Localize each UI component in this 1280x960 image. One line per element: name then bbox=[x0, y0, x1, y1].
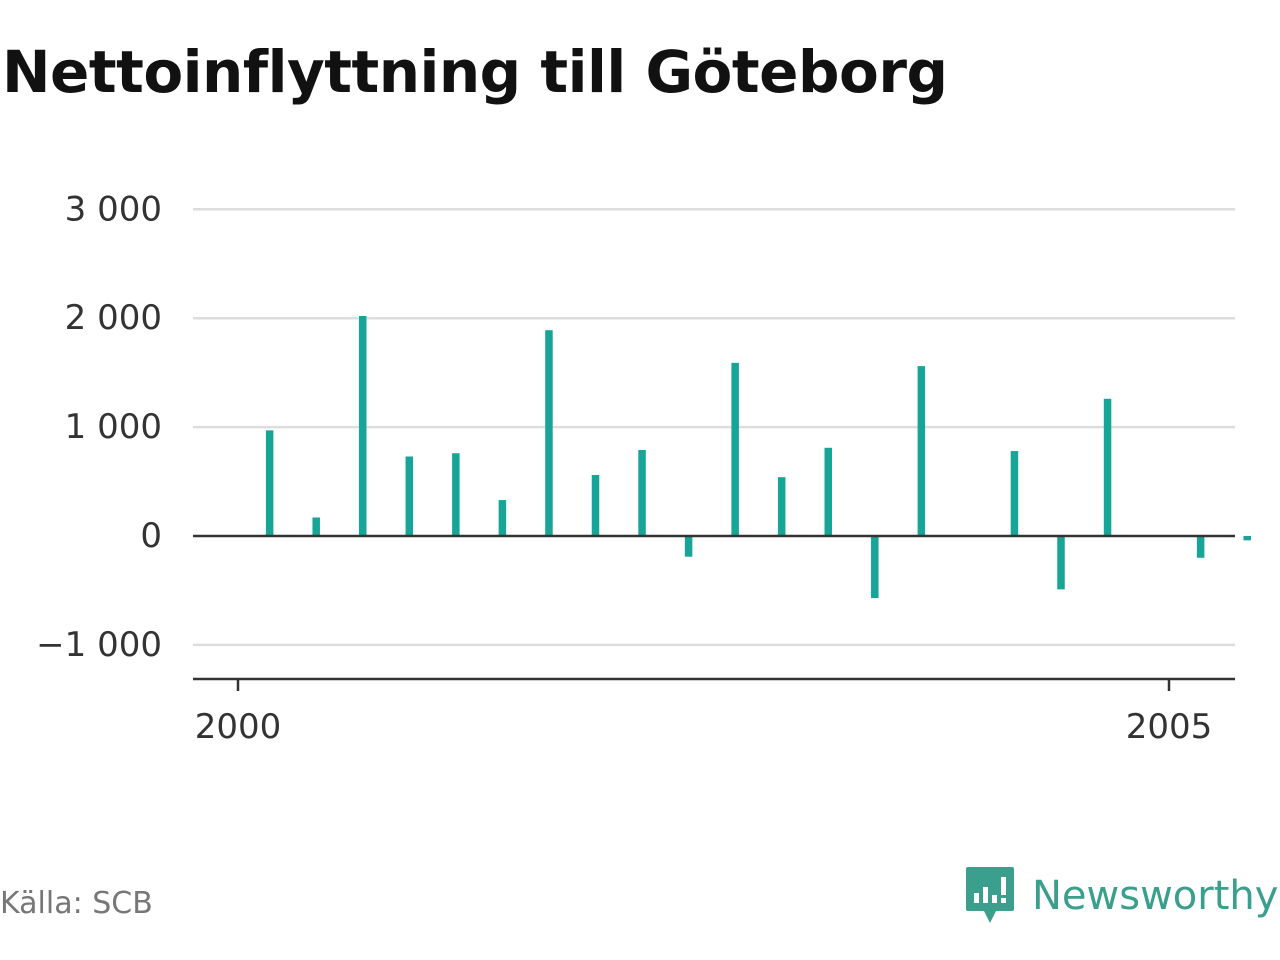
brand-name: Newsworthy bbox=[1032, 873, 1279, 919]
bar bbox=[684, 536, 693, 557]
bar bbox=[359, 316, 367, 536]
newsworthy-logo-icon bbox=[966, 867, 1014, 923]
bar bbox=[1057, 536, 1065, 590]
y-tick-label: 2 000 bbox=[65, 298, 162, 338]
bar bbox=[1010, 451, 1019, 536]
y-tick-label: 0 bbox=[140, 516, 162, 556]
bar bbox=[917, 366, 926, 536]
bar bbox=[824, 447, 832, 536]
bar bbox=[638, 449, 646, 536]
chart-title: Nettoinflyttning till Göteborg bbox=[2, 38, 948, 106]
y-axis-labels: −1 000 0 1 000 2 000 3 000 bbox=[36, 189, 162, 665]
brand-logo: Newsworthy bbox=[964, 864, 1278, 928]
bar bbox=[1196, 536, 1205, 558]
x-tick-label: 2005 bbox=[1126, 707, 1213, 747]
y-tick-label: 3 000 bbox=[65, 189, 162, 229]
y-tick-label: −1 000 bbox=[36, 625, 162, 665]
bar bbox=[498, 500, 507, 536]
y-tick-label: 1 000 bbox=[65, 407, 162, 447]
source-note: Källa: SCB bbox=[0, 886, 153, 921]
bar bbox=[312, 517, 320, 536]
bar bbox=[591, 475, 600, 536]
bar bbox=[452, 453, 460, 536]
bars bbox=[265, 316, 1251, 599]
bar bbox=[731, 362, 739, 536]
bar bbox=[871, 536, 879, 599]
axes bbox=[193, 534, 1235, 681]
bar bbox=[405, 456, 414, 536]
bar bbox=[1243, 536, 1251, 541]
bar bbox=[1103, 398, 1112, 536]
bar bbox=[777, 477, 786, 536]
gridlines bbox=[193, 208, 1235, 647]
x-tick-label: 2000 bbox=[195, 707, 282, 747]
bar bbox=[545, 330, 553, 536]
x-axis-labels: 200020052010201520202025 bbox=[195, 679, 1213, 747]
bar bbox=[265, 430, 274, 536]
